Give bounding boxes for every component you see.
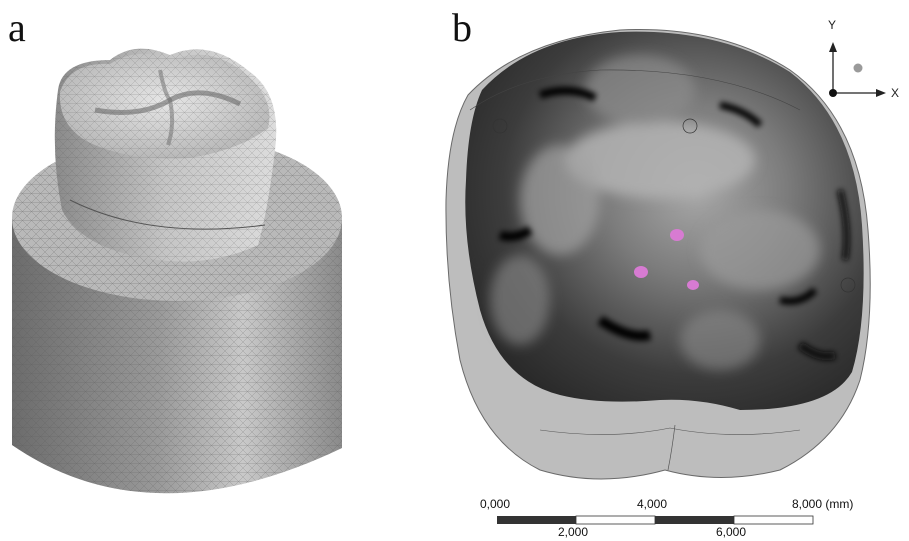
- y-axis-arrow-icon: [829, 42, 837, 52]
- scale-label-0: 0,000: [480, 497, 511, 511]
- panel-label-b: b: [452, 5, 472, 50]
- x-axis-arrow-icon: [876, 89, 886, 97]
- contact-point: [687, 280, 699, 290]
- scale-label-6: 6,000: [716, 525, 747, 539]
- y-axis-label: Y: [828, 18, 837, 32]
- scale-label-4: 4,000: [637, 497, 668, 511]
- x-axis-label: X: [891, 86, 900, 100]
- contact-point: [634, 266, 648, 278]
- contact-point: [670, 229, 684, 241]
- panel-label-a: a: [8, 5, 26, 50]
- view-sphere-icon: [853, 63, 863, 73]
- scale-label-8: 8,000 (mm): [792, 497, 854, 511]
- axis-triad: [829, 42, 886, 97]
- meshed-tooth-model: [12, 48, 342, 494]
- z-axis-dot-icon: [829, 89, 837, 97]
- occlusal-stress-map: [445, 29, 871, 480]
- scale-bar: [497, 515, 814, 525]
- scale-label-2: 2,000: [558, 525, 589, 539]
